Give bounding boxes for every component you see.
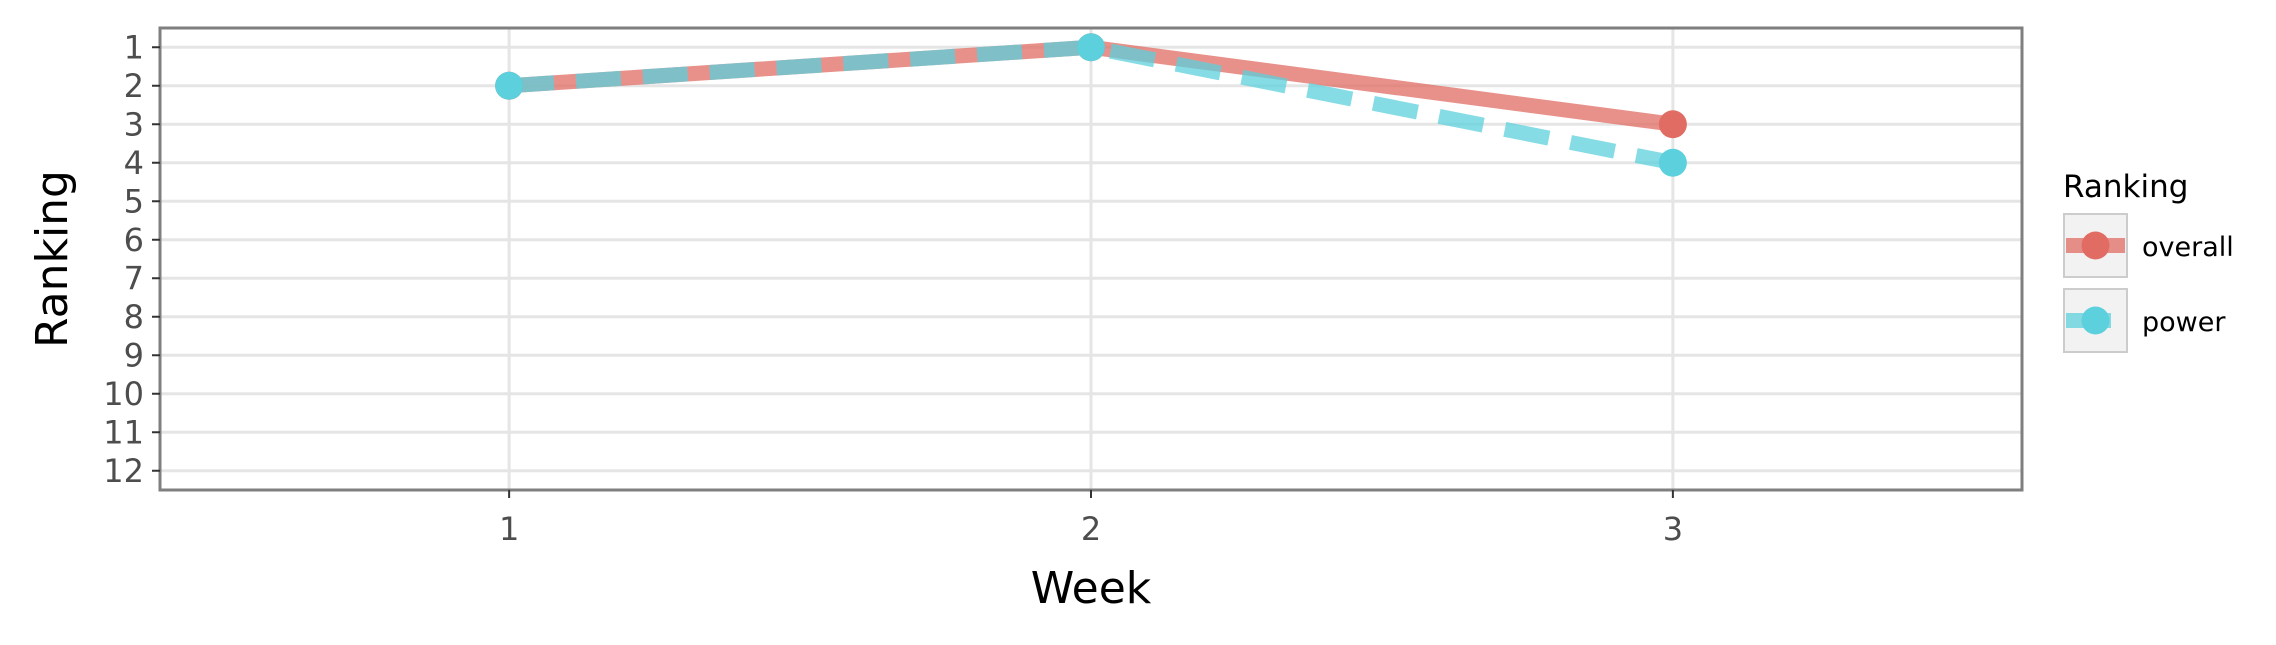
y-tick-label: 6 [124,221,144,259]
x-tick-label: 1 [499,510,519,548]
y-tick-label: 3 [124,105,144,143]
data-point-overall [1658,110,1687,139]
y-tick-label: 8 [124,298,144,336]
legend-label: overall [2142,232,2234,263]
y-tick-label: 10 [103,375,144,413]
data-point-power [1658,148,1687,177]
y-tick-label: 12 [103,452,144,490]
y-tick-label: 9 [124,336,144,374]
legend: Ranking overall power [2063,169,2234,353]
legend-label: power [2142,307,2226,338]
legend-key-point [2081,306,2110,335]
series-line-power [508,39,1675,171]
grid-layer [160,28,2022,490]
y-tick-label: 1 [124,28,144,66]
data-point-power [495,71,524,100]
y-tick-label: 4 [124,144,144,182]
legend-item-overall: overall [2063,213,2234,278]
y-axis-title: Ranking [27,170,78,348]
legend-item-power: power [2063,288,2226,353]
y-tick-label: 2 [124,67,144,105]
x-tick-label: 2 [1081,510,1101,548]
legend-title: Ranking [2063,169,2188,205]
legend-items: overall power [2063,213,2234,353]
x-tick-label: 3 [1663,510,1683,548]
data-point-power [1077,33,1105,62]
y-tick-label: 7 [124,259,144,297]
legend-key-point [2081,231,2110,260]
x-axis-title: Week [1031,563,1152,614]
y-tick-label: 5 [124,182,144,220]
y-tick-label: 11 [103,413,144,451]
series-layer [495,33,1687,177]
